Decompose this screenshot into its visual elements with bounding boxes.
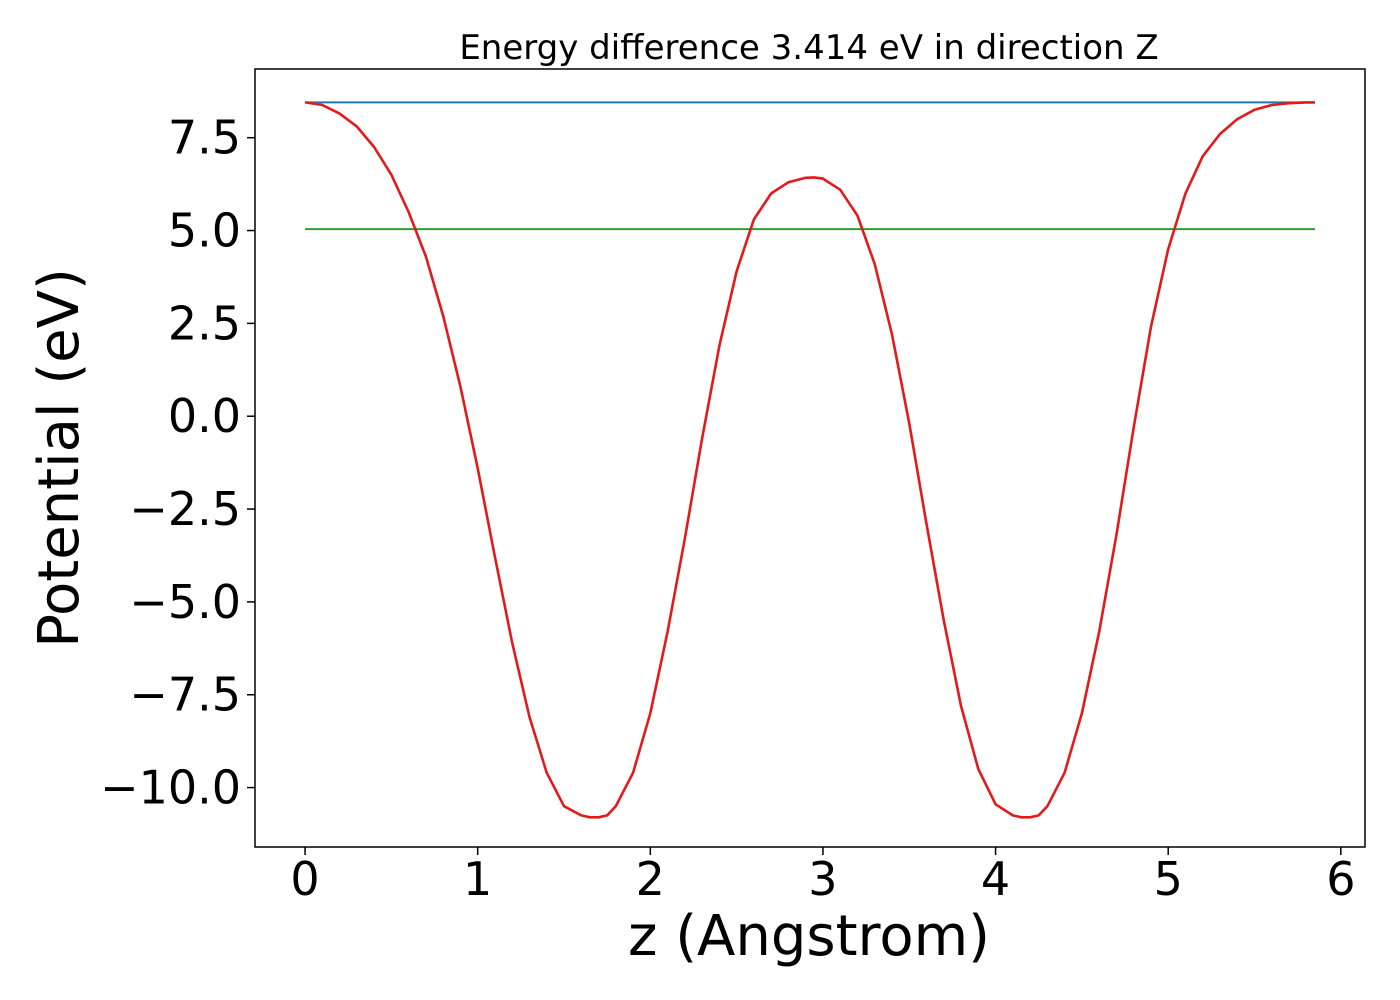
x-axis: 0 1 2 3 4 5 6 bbox=[290, 847, 1355, 906]
y-axis-label: Potential (eV) bbox=[27, 268, 92, 648]
y-tick-label: −10.0 bbox=[100, 761, 241, 815]
x-tick-label: 5 bbox=[1154, 852, 1183, 906]
x-tick-label: 2 bbox=[636, 852, 665, 906]
y-tick-label: 2.5 bbox=[168, 296, 241, 350]
y-tick-label: −2.5 bbox=[129, 482, 241, 536]
x-axis-label: z (Angstrom) bbox=[628, 904, 990, 969]
y-tick-label: 0.0 bbox=[168, 389, 241, 443]
plot-frame bbox=[254, 68, 1366, 848]
x-tick-label: 6 bbox=[1326, 852, 1355, 906]
y-tick-label: 5.0 bbox=[168, 204, 241, 258]
chart-title: Energy difference 3.414 eV in direction … bbox=[459, 28, 1158, 68]
series-line-2 bbox=[304, 101, 1315, 819]
x-tick-label: 4 bbox=[981, 852, 1010, 906]
y-tick-label: −7.5 bbox=[129, 668, 241, 722]
y-tick-label: −5.0 bbox=[129, 575, 241, 629]
x-tick-label: 0 bbox=[290, 852, 319, 906]
plot-area bbox=[304, 101, 1315, 819]
y-axis: −10.0 −7.5 −5.0 −2.5 0.0 2.5 5.0 7.5 bbox=[100, 111, 255, 815]
x-tick-label: 1 bbox=[463, 852, 492, 906]
x-tick-label: 3 bbox=[808, 852, 837, 906]
y-tick-label: 7.5 bbox=[168, 111, 241, 165]
